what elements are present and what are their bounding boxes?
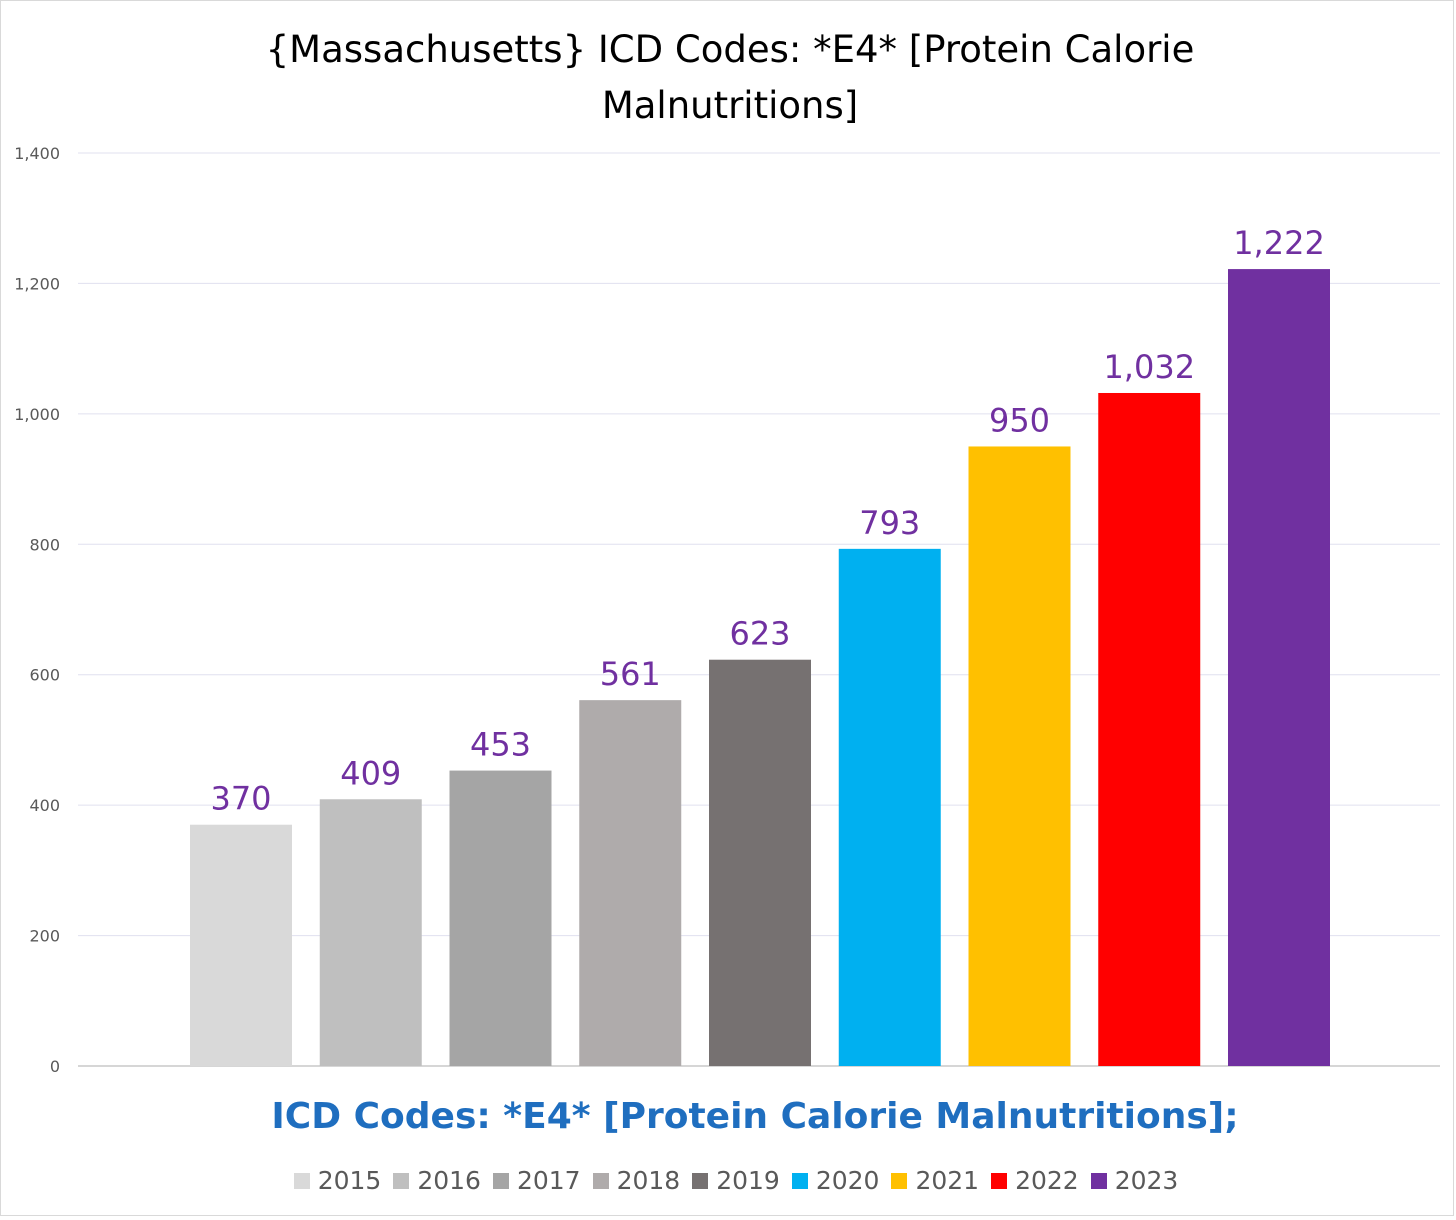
legend-swatch — [692, 1172, 709, 1189]
bar-2018 — [579, 700, 682, 1066]
bar-2017 — [449, 770, 552, 1066]
chart-title-line-2: Malnutritions] — [601, 84, 859, 127]
bar-2019 — [709, 659, 811, 1066]
y-tick-label: 1,400 — [14, 144, 60, 163]
data-label-2015: 370 — [210, 780, 271, 818]
legend-item-2023: 2023 — [1090, 1166, 1179, 1195]
legend-swatch — [492, 1172, 509, 1189]
chart-title-line-1: {Massachusetts} ICD Codes: *E4* [Protein… — [265, 28, 1195, 71]
legend: 2015 2016 2017 2018 2019 2020 2021 2022 2023 — [0, 1166, 1456, 1195]
legend-item-2021: 2021 — [891, 1166, 979, 1195]
legend-item-2015: 2015 — [293, 1166, 382, 1195]
bar-2022 — [1098, 392, 1201, 1066]
legend-item-2020: 2020 — [791, 1166, 880, 1195]
legend-label: 2023 — [1114, 1166, 1179, 1195]
chart-title: {Massachusetts} ICD Codes: *E4* [Protein… — [200, 22, 1260, 134]
data-label-2020: 793 — [859, 504, 920, 542]
legend-label: 2015 — [317, 1166, 382, 1195]
legend-label: 2018 — [616, 1166, 681, 1195]
legend-item-2019: 2019 — [692, 1166, 780, 1195]
y-axis-ticks: 0 200 400 600 800 1,000 1,200 1,400 — [14, 144, 60, 1076]
bar-2021 — [968, 446, 1071, 1066]
y-tick-label: 200 — [29, 927, 60, 946]
bar-2015 — [190, 824, 292, 1066]
legend-swatch — [1090, 1172, 1107, 1189]
data-label-2016: 409 — [340, 754, 401, 792]
legend-label: 2019 — [716, 1166, 780, 1195]
bar-2023 — [1228, 269, 1330, 1066]
legend-item-2017: 2017 — [492, 1166, 581, 1195]
bar-2016 — [319, 799, 422, 1066]
legend-label: 2016 — [417, 1166, 481, 1195]
legend-swatch — [293, 1172, 310, 1189]
legend-item-2022: 2022 — [991, 1166, 1079, 1195]
legend-swatch — [891, 1172, 908, 1189]
legend-item-2018: 2018 — [592, 1166, 681, 1195]
legend-label: 2017 — [516, 1166, 581, 1195]
y-tick-label: 1,000 — [14, 405, 60, 424]
data-label-2023: 1,222 — [1233, 224, 1325, 262]
legend-swatch — [791, 1172, 808, 1189]
legend-label: 2020 — [815, 1166, 880, 1195]
chart-subtitle: ICD Codes: *E4* [Protein Calorie Malnutr… — [271, 1096, 1239, 1137]
legend-swatch — [991, 1172, 1008, 1189]
legend-item-2016: 2016 — [393, 1166, 481, 1195]
y-tick-label: 1,200 — [14, 274, 60, 293]
data-label-2022: 1,032 — [1103, 348, 1195, 386]
data-label-2018: 561 — [600, 655, 661, 693]
y-tick-label: 0 — [50, 1057, 60, 1076]
legend-label: 2022 — [1015, 1166, 1079, 1195]
data-label-2017: 453 — [470, 726, 531, 764]
bars — [190, 269, 1330, 1066]
y-tick-label: 600 — [29, 666, 60, 685]
legend-swatch — [393, 1172, 410, 1189]
legend-swatch — [592, 1172, 609, 1189]
data-label-2021: 950 — [989, 401, 1050, 439]
bar-2020 — [838, 548, 941, 1066]
legend-label: 2021 — [915, 1166, 980, 1195]
data-labels: 370 409 453 561 623 793 950 1,032 1,222 — [210, 224, 1324, 818]
y-tick-label: 800 — [29, 535, 60, 554]
data-label-2019: 623 — [729, 615, 790, 653]
y-tick-label: 400 — [29, 796, 60, 815]
